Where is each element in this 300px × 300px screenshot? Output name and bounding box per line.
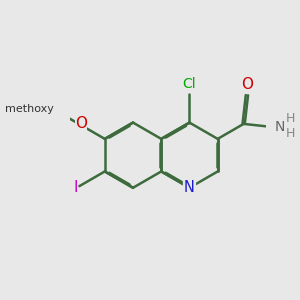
Text: O: O bbox=[241, 77, 253, 92]
Text: methoxy: methoxy bbox=[4, 104, 53, 114]
Text: O: O bbox=[75, 116, 87, 131]
Text: N: N bbox=[274, 119, 285, 134]
Text: H: H bbox=[286, 112, 295, 125]
Text: H: H bbox=[286, 127, 295, 140]
Text: N: N bbox=[184, 180, 195, 195]
Text: Cl: Cl bbox=[183, 77, 196, 92]
Text: I: I bbox=[74, 180, 78, 195]
